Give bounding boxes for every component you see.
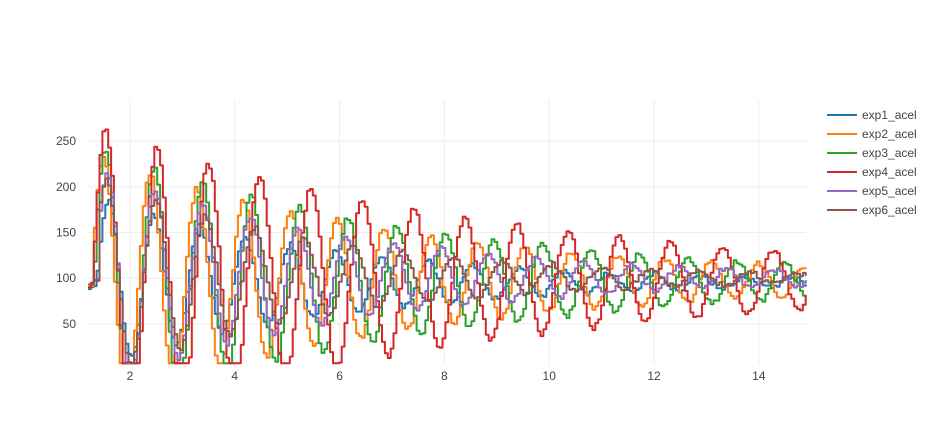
y-tick-label: 50	[63, 317, 77, 331]
legend-label: exp2_acel	[862, 127, 917, 141]
x-tick-label: 14	[752, 369, 766, 383]
legend-item[interactable]: exp1_acel	[827, 108, 917, 122]
y-tick-label: 200	[56, 180, 76, 194]
x-tick-label: 8	[441, 369, 448, 383]
x-tick-label: 12	[647, 369, 661, 383]
legend-label: exp3_acel	[862, 146, 917, 160]
x-axis-ticks: 2 4 6 8 10 12 14	[127, 369, 766, 383]
y-axis-ticks: 50 100 150 200 250	[56, 134, 76, 331]
y-tick-label: 100	[56, 271, 76, 285]
legend-item[interactable]: exp5_acel	[827, 184, 917, 198]
legend[interactable]: exp1_acel exp2_acel exp3_acel exp4_acel exp5…	[827, 108, 917, 217]
legend-item[interactable]: exp4_acel	[827, 165, 917, 179]
legend-label: exp1_acel	[862, 108, 917, 122]
legend-label: exp4_acel	[862, 165, 917, 179]
y-tick-label: 150	[56, 226, 76, 240]
x-tick-label: 6	[336, 369, 343, 383]
series-line-exp6_acel[interactable]	[88, 177, 807, 365]
series-line-exp4_acel[interactable]	[88, 128, 807, 365]
series-line-exp5_acel[interactable]	[88, 172, 807, 365]
legend-item[interactable]: exp2_acel	[827, 127, 917, 141]
legend-label: exp6_acel	[862, 203, 917, 217]
x-tick-label: 2	[127, 369, 134, 383]
legend-item[interactable]: exp6_acel	[827, 203, 917, 217]
grid	[88, 100, 806, 365]
series-layer	[88, 128, 807, 365]
legend-label: exp5_acel	[862, 184, 917, 198]
x-tick-label: 4	[231, 369, 238, 383]
x-tick-label: 10	[543, 369, 557, 383]
y-tick-label: 250	[56, 134, 76, 148]
legend-item[interactable]: exp3_acel	[827, 146, 917, 160]
